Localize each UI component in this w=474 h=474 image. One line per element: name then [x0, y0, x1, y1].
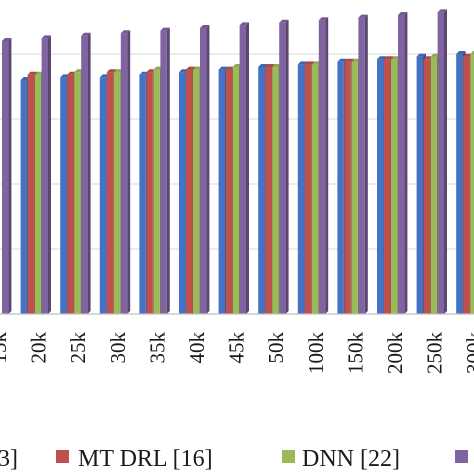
bar-150k-series-3 [358, 14, 368, 314]
bar-300k-series-2 [470, 51, 474, 314]
x-tick-label-20k: 20k [27, 332, 51, 364]
x-tick-label-300k: 300k [462, 332, 474, 375]
x-tick-label-40k: 40k [185, 332, 209, 364]
bar-100k-series-3 [318, 17, 329, 314]
x-tick-label-150k: 150k [343, 332, 367, 375]
legend-label-partial: 3] [0, 446, 18, 472]
bar-45k-series-3 [239, 22, 249, 315]
legend-label-dnn: DNN [22] [302, 446, 400, 472]
x-tick-label-200k: 200k [383, 332, 407, 375]
legend-label-mt-drl: MT DRL [16] [78, 446, 213, 472]
legend-swatch-dnn [282, 450, 295, 463]
legend-swatch-mt-drl [56, 450, 69, 463]
x-tick-labels: 15k 20k 25k 30k 35k 40k 45k 50k 100k 150k 200k 250k… [0, 332, 474, 375]
x-tick-label-250k: 250k [423, 332, 447, 375]
x-tick-label-50k: 50k [264, 332, 288, 364]
bar-20k-series-3 [41, 35, 51, 315]
bar-25k-series-3 [81, 32, 91, 315]
bar-30k-series-3 [120, 30, 131, 314]
bar-35k-series-3 [160, 27, 170, 314]
bars [2, 9, 474, 315]
x-tick-label-15k: 15k [0, 332, 11, 364]
bar-40k-series-3 [200, 25, 210, 314]
x-tick-label-45k: 45k [225, 332, 249, 364]
bar-50k-series-3 [279, 19, 289, 315]
legend: 3] MT DRL [16] DNN [22] [0, 446, 468, 472]
x-tick-label-30k: 30k [106, 332, 130, 364]
bar-250k-series-3 [437, 9, 447, 315]
bar-200k-series-3 [398, 12, 408, 314]
x-tick-label-25k: 25k [66, 332, 90, 364]
legend-swatch-cut [455, 450, 468, 463]
x-tick-label-35k: 35k [145, 332, 169, 364]
bar-15k-series-3 [2, 38, 12, 314]
x-tick-label-100k: 100k [304, 332, 328, 375]
